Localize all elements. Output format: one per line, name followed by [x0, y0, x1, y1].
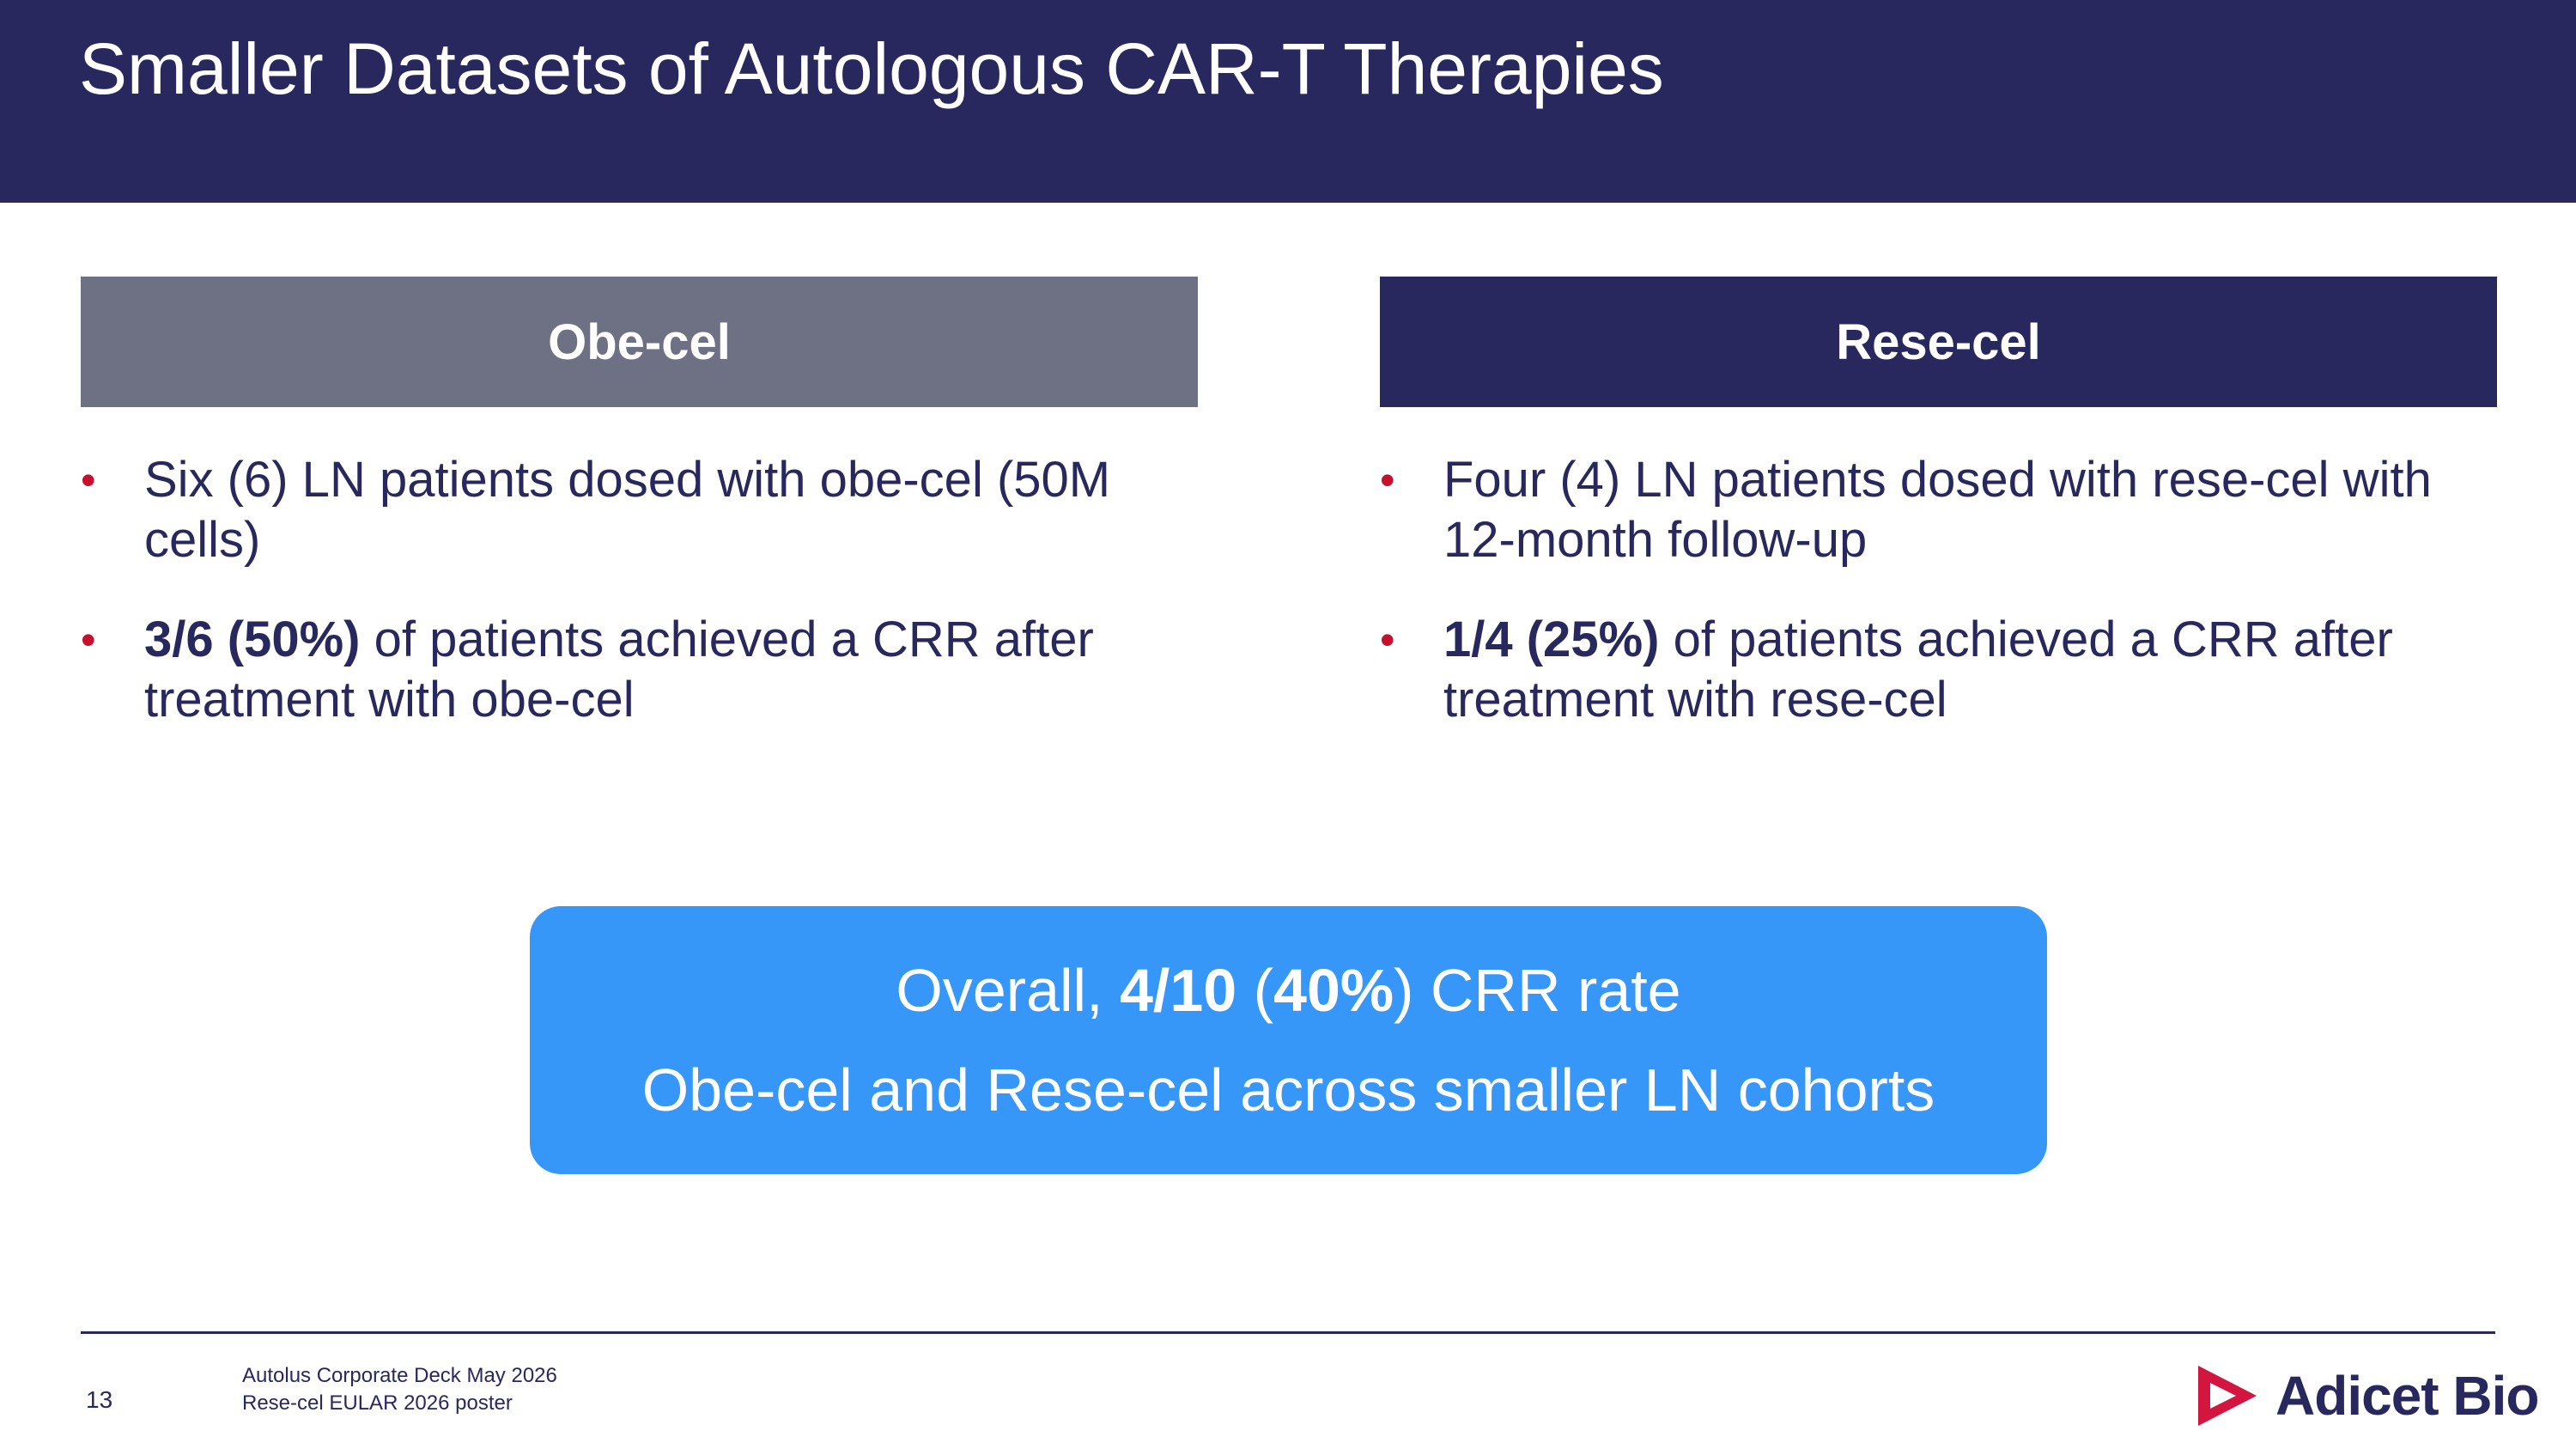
bullet-highlight: 3/6 (50%)	[144, 612, 361, 667]
rese-cel-heading-label: Rese-cel	[1836, 314, 2041, 370]
summary-callout: Overall, 4/10 (40%) CRR rate Obe-cel and…	[530, 906, 2047, 1174]
title-bar: Smaller Datasets of Autologous CAR-T The…	[0, 0, 2576, 203]
source-line-2: Rese-cel EULAR 2026 poster	[242, 1391, 513, 1415]
bullet-highlight: 1/4 (25%)	[1443, 612, 1660, 667]
logo-mark-icon	[2198, 1366, 2257, 1426]
obe-cel-heading-label: Obe-cel	[548, 314, 731, 370]
callout-headline: Overall, 4/10 (40%) CRR rate	[896, 956, 1680, 1025]
bullet-text: Four (4) LN patients dosed with rese-cel…	[1443, 452, 2432, 568]
obe-cel-heading: Obe-cel	[81, 277, 1198, 407]
source-footnote: Autolus Corporate Deck May 2026 Rese-cel…	[242, 1362, 557, 1417]
callout-fraction: 4/10	[1120, 957, 1237, 1024]
bullet-dot-icon: •	[81, 456, 96, 504]
page-number: 13	[86, 1386, 113, 1413]
obe-cel-bullet-list: • Six (6) LN patients dosed with obe-cel…	[81, 450, 1214, 770]
bullet-text: of patients achieved a CRR after treatme…	[1443, 612, 2393, 728]
list-item: • Four (4) LN patients dosed with rese-c…	[1380, 450, 2513, 570]
bullet-dot-icon: •	[81, 616, 96, 664]
bullet-dot-icon: •	[1380, 616, 1395, 664]
slide-title: Smaller Datasets of Autologous CAR-T The…	[79, 28, 1664, 109]
callout-suffix: ) CRR rate	[1394, 957, 1681, 1024]
bullet-text: Six (6) LN patients dosed with obe-cel (…	[144, 452, 1111, 568]
callout-percent: 40%	[1273, 957, 1394, 1024]
source-line-1: Autolus Corporate Deck May 2026	[242, 1364, 557, 1387]
list-item: • 3/6 (50%) of patients achieved a CRR a…	[81, 610, 1214, 730]
callout-mid: (	[1236, 957, 1274, 1024]
bullet-dot-icon: •	[1380, 456, 1395, 504]
list-item: • Six (6) LN patients dosed with obe-cel…	[81, 450, 1214, 570]
footer-divider	[81, 1331, 2495, 1334]
rese-cel-heading: Rese-cel	[1380, 277, 2497, 407]
bullet-text: of patients achieved a CRR after treatme…	[144, 612, 1094, 728]
callout-prefix: Overall,	[896, 957, 1120, 1024]
rese-cel-bullet-list: • Four (4) LN patients dosed with rese-c…	[1380, 450, 2513, 770]
logo-wordmark: Adicet Bio	[2275, 1365, 2539, 1427]
callout-subline: Obe-cel and Rese-cel across smaller LN c…	[641, 1056, 1935, 1123]
company-logo: Adicet Bio	[2193, 1357, 2539, 1434]
list-item: • 1/4 (25%) of patients achieved a CRR a…	[1380, 610, 2513, 730]
